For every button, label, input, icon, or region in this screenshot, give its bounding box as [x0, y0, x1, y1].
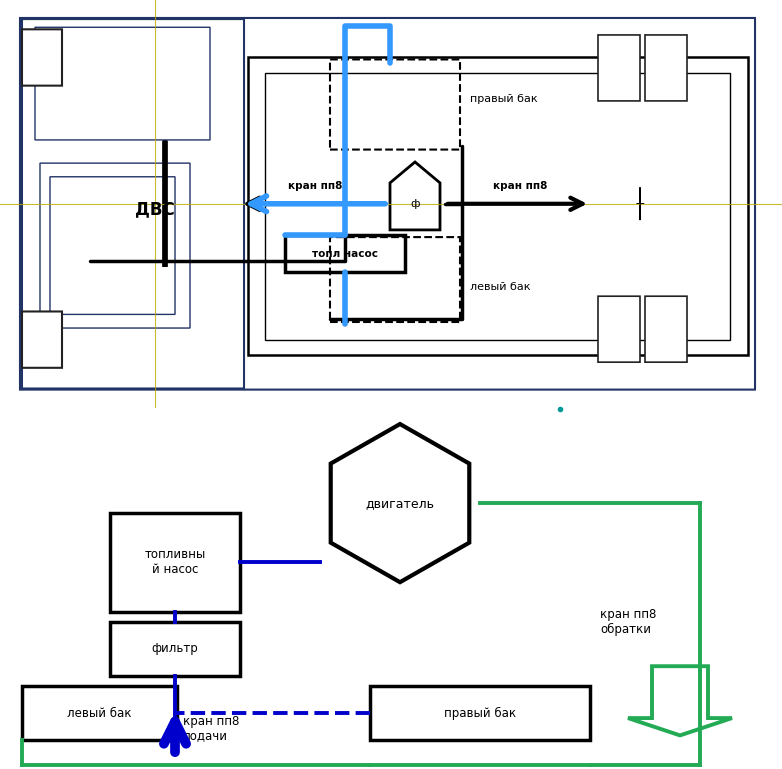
FancyBboxPatch shape — [598, 35, 640, 101]
Text: топл насос: топл насос — [312, 249, 378, 259]
Text: кран пп8
подачи: кран пп8 подачи — [183, 714, 239, 743]
Text: кран пп8: кран пп8 — [493, 181, 547, 191]
Text: кран пп8: кран пп8 — [288, 181, 343, 191]
Bar — [285, 235, 405, 271]
Text: ф: ф — [411, 198, 420, 209]
FancyBboxPatch shape — [645, 35, 687, 101]
Text: +: + — [635, 198, 645, 210]
FancyBboxPatch shape — [22, 29, 62, 85]
Bar — [110, 513, 240, 612]
FancyBboxPatch shape — [598, 296, 640, 362]
FancyBboxPatch shape — [645, 296, 687, 362]
Bar — [265, 73, 730, 340]
Bar — [110, 621, 240, 676]
Bar — [22, 686, 177, 741]
Text: топливны
й насос: топливны й насос — [145, 548, 206, 577]
Polygon shape — [390, 162, 440, 230]
Text: правый бак: правый бак — [470, 95, 538, 105]
Bar — [248, 58, 748, 355]
Text: правый бак: правый бак — [444, 707, 516, 720]
Text: ДВС: ДВС — [135, 200, 175, 218]
Text: левый бак: левый бак — [67, 707, 131, 720]
Bar — [370, 686, 590, 741]
Text: фильтр: фильтр — [152, 642, 199, 655]
FancyBboxPatch shape — [22, 311, 62, 368]
Text: кран пп8
обратки: кран пп8 обратки — [600, 608, 656, 636]
Text: левый бак: левый бак — [470, 282, 530, 292]
Text: двигатель: двигатель — [365, 497, 435, 510]
Polygon shape — [331, 424, 469, 582]
